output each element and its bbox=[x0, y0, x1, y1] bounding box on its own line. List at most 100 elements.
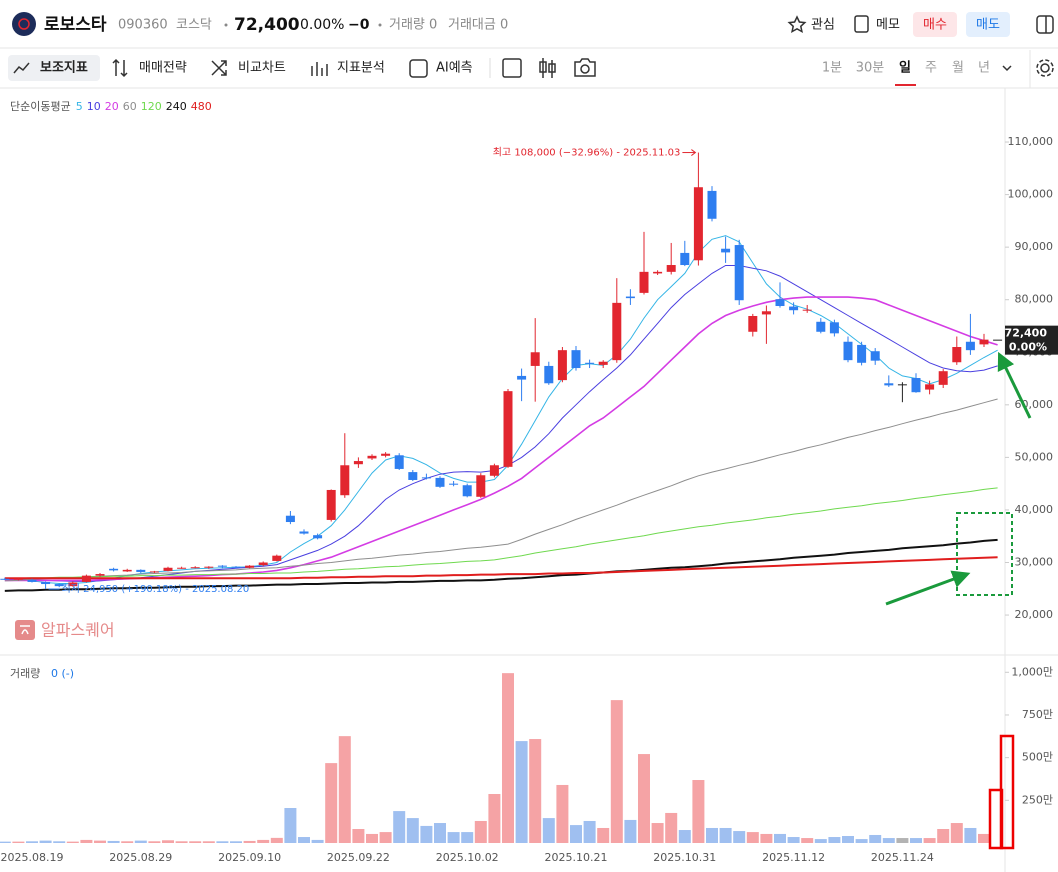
camera-icon[interactable] bbox=[574, 58, 596, 77]
period-button[interactable]: 년 bbox=[978, 61, 990, 76]
volume-bar bbox=[216, 841, 229, 843]
volume-bar bbox=[39, 840, 52, 843]
buy-button-bg[interactable] bbox=[913, 12, 957, 37]
period-button[interactable]: 주 bbox=[925, 61, 937, 76]
period-button[interactable]: 일 bbox=[899, 61, 911, 76]
star-icon[interactable] bbox=[787, 15, 807, 34]
tool-button[interactable]: 비교차트 bbox=[238, 61, 286, 76]
indicator-icon[interactable] bbox=[13, 62, 30, 74]
ai-icon[interactable] bbox=[409, 59, 428, 78]
annotation-arrow bbox=[885, 570, 971, 606]
volume-bar bbox=[338, 736, 351, 843]
checkbox[interactable] bbox=[502, 58, 522, 78]
candle-body bbox=[530, 352, 540, 366]
user-annotations bbox=[885, 351, 1032, 850]
candle-body bbox=[149, 571, 159, 573]
logo bbox=[12, 12, 36, 36]
volume-bar bbox=[692, 780, 705, 843]
tool-button[interactable]: 지표분석 bbox=[337, 61, 385, 76]
sell-button[interactable]: 매도 bbox=[976, 18, 1000, 33]
period-button[interactable]: 월 bbox=[952, 61, 964, 76]
volume-bar bbox=[978, 833, 990, 843]
candle-body bbox=[435, 477, 445, 487]
candle-body bbox=[353, 461, 363, 465]
compare-icon[interactable] bbox=[211, 60, 227, 76]
candle-icon[interactable] bbox=[539, 58, 556, 78]
market: 코스닥 bbox=[176, 18, 212, 33]
x-tick-label: 2025.08.29 bbox=[109, 851, 172, 864]
candle-body bbox=[81, 575, 91, 582]
candle-body bbox=[598, 361, 608, 365]
candle-body bbox=[693, 187, 703, 261]
volume-bar bbox=[624, 819, 637, 843]
x-tick-label: 2025.10.21 bbox=[545, 851, 608, 864]
candle-body bbox=[394, 455, 404, 469]
period-button[interactable]: 1분 bbox=[822, 61, 842, 76]
candle-body bbox=[925, 384, 935, 390]
candle-body bbox=[938, 371, 948, 385]
settings-icon[interactable] bbox=[1036, 59, 1054, 77]
period-dropdown[interactable] bbox=[1002, 65, 1012, 72]
candle-body bbox=[517, 375, 527, 380]
y-tick-label: 750만 bbox=[1022, 708, 1053, 721]
candle-body bbox=[68, 582, 78, 587]
candle-body bbox=[54, 584, 64, 587]
volume-bar bbox=[787, 837, 800, 843]
volume-bar bbox=[94, 840, 106, 843]
last-price: 72,400 bbox=[1005, 327, 1048, 340]
volume-bar bbox=[950, 823, 963, 843]
volume-bar bbox=[134, 840, 147, 843]
volume-bar bbox=[923, 838, 936, 843]
memo-button[interactable]: 메모 bbox=[876, 18, 900, 33]
volume-bar bbox=[298, 837, 310, 843]
tool-button[interactable]: 보조지표 bbox=[40, 61, 88, 76]
period-button[interactable]: 30분 bbox=[856, 61, 885, 76]
volume-bar bbox=[107, 840, 120, 843]
volume-bar bbox=[678, 830, 691, 843]
candle-body bbox=[571, 350, 581, 369]
last-price-badge bbox=[1005, 325, 1058, 355]
ma-line bbox=[4, 487, 998, 579]
tool-button[interactable]: AI예측 bbox=[436, 61, 473, 76]
tool-button[interactable]: 매매전략 bbox=[139, 61, 187, 76]
candle-body bbox=[163, 567, 173, 571]
y-tick-label: 110,000 bbox=[1008, 135, 1054, 148]
x-tick-label: 2025.10.31 bbox=[653, 851, 716, 864]
annotation-box bbox=[956, 512, 1013, 596]
memo-icon[interactable] bbox=[854, 15, 869, 33]
candle-body bbox=[190, 567, 200, 569]
candle-body bbox=[965, 341, 975, 351]
candle-body bbox=[109, 568, 119, 571]
candle-body bbox=[761, 311, 771, 315]
x-tick-label: 2025.09.22 bbox=[327, 851, 390, 864]
candle-body bbox=[802, 309, 812, 311]
volume-bar bbox=[325, 763, 338, 843]
candle-body bbox=[41, 581, 51, 585]
candle-body bbox=[585, 362, 595, 364]
annotation-arrowhead bbox=[691, 149, 697, 156]
x-tick-label: 2025.09.10 bbox=[218, 851, 281, 864]
panel-toggle[interactable] bbox=[1036, 15, 1054, 34]
volume-bar bbox=[393, 811, 406, 843]
candle-body bbox=[245, 565, 255, 568]
high-annotation: 최고 108,000 (−32.96%) - 2025.11.03 bbox=[493, 147, 681, 159]
volume-bar bbox=[651, 823, 664, 843]
legend-entry: 480 bbox=[191, 100, 212, 113]
candle-body bbox=[707, 190, 717, 219]
candle-body bbox=[911, 378, 921, 393]
sell-button-bg[interactable] bbox=[966, 12, 1010, 37]
ma-line bbox=[4, 398, 998, 582]
y-tick-label: 50,000 bbox=[1015, 450, 1054, 463]
candle-body bbox=[122, 569, 132, 572]
y-tick-label: 500만 bbox=[1022, 751, 1053, 764]
volume-bar bbox=[121, 841, 134, 843]
watch-button[interactable]: 관심 bbox=[811, 18, 835, 33]
toolbar: 보조지표 매매전략 비교차트 지표분석 AI예측 1분 30분 일 주 월 년 bbox=[8, 50, 1054, 88]
strategy-icon[interactable] bbox=[112, 58, 128, 78]
candle-body bbox=[952, 347, 962, 363]
candle-body bbox=[789, 306, 799, 311]
candle-body bbox=[95, 574, 105, 576]
buy-button[interactable]: 매수 bbox=[923, 18, 947, 33]
candle-body bbox=[340, 465, 350, 496]
analysis-icon[interactable] bbox=[311, 62, 328, 76]
